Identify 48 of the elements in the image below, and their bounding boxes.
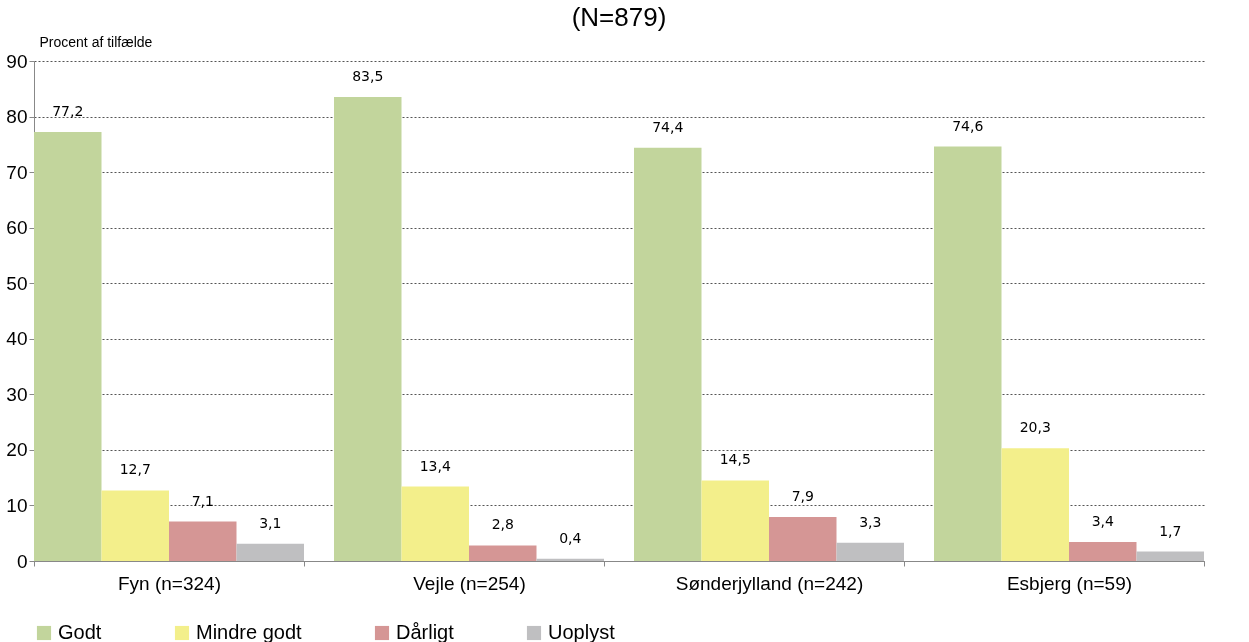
data-label: 3,1 (259, 514, 282, 531)
data-label: 12,7 (119, 461, 151, 478)
data-label: 7,1 (191, 492, 214, 509)
bar (34, 132, 102, 561)
data-label: 1,7 (1159, 522, 1182, 539)
y-axis-title: Procent af tilfælde (39, 33, 153, 50)
y-tick-label: 40 (6, 328, 28, 350)
chart-title: (N=879) (571, 2, 667, 32)
data-label: 74,6 (952, 117, 984, 134)
data-label: 3,4 (1091, 513, 1114, 530)
bar (334, 97, 402, 561)
bar (169, 521, 237, 561)
bar (701, 480, 769, 561)
data-label: 83,5 (352, 68, 384, 85)
bar (634, 147, 702, 561)
y-tick-label: 10 (6, 494, 28, 516)
x-tick-label: Esbjerg (n=59) (1006, 572, 1133, 594)
data-label: 7,9 (791, 488, 814, 505)
x-tick-label: Vejle (n=254) (413, 572, 526, 594)
bar (1069, 542, 1137, 561)
data-label: 3,3 (859, 513, 882, 530)
data-label: 77,2 (52, 103, 84, 120)
bar (469, 545, 537, 561)
data-label: 74,4 (652, 118, 684, 135)
y-tick-label: 0 (16, 550, 28, 572)
y-tick-label: 50 (6, 272, 28, 294)
x-tick-label: Fyn (n=324) (118, 572, 221, 594)
y-tick-label: 20 (6, 439, 28, 461)
legend-label: Godt (58, 621, 102, 642)
y-tick-label: 30 (6, 383, 28, 405)
data-label: 13,4 (419, 457, 451, 474)
bar (769, 517, 837, 561)
y-tick-label: 70 (6, 161, 28, 183)
bar (401, 486, 469, 561)
bar (101, 490, 169, 561)
y-tick-label: 90 (6, 50, 28, 72)
bar (836, 542, 904, 561)
bar (1136, 551, 1204, 561)
data-label: 0,4 (559, 529, 582, 546)
data-label: 20,3 (1019, 419, 1051, 436)
bar (934, 146, 1002, 561)
bar (1001, 448, 1069, 561)
y-tick-label: 60 (6, 217, 28, 239)
data-label: 14,5 (719, 451, 751, 468)
x-tick-label: Sønderjylland (n=242) (675, 572, 864, 594)
data-label: 2,8 (491, 516, 514, 533)
bar (236, 543, 304, 561)
y-tick-label: 80 (6, 106, 28, 128)
